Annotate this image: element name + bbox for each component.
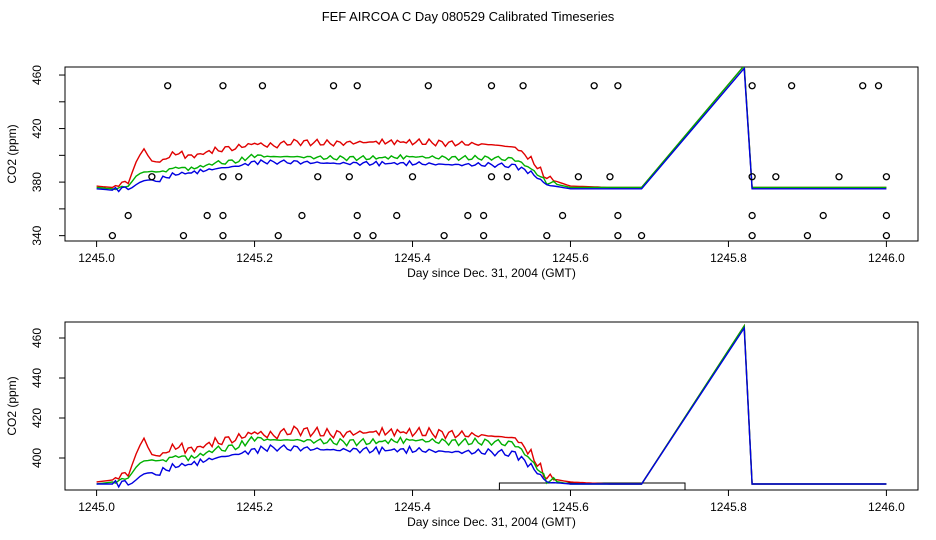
calibration-point	[835, 173, 843, 181]
x-tick-label: 1245.6	[552, 251, 589, 265]
calibration-point	[219, 231, 227, 240]
calibration-point	[164, 82, 172, 90]
calibration-point	[479, 231, 488, 240]
series-line-blue	[96, 67, 887, 193]
x-tick-label: 1245.0	[78, 251, 115, 265]
series-line-red	[96, 323, 887, 485]
calibration-point	[748, 231, 756, 240]
calibration-point	[235, 173, 243, 181]
calibration-point	[503, 173, 511, 181]
calibration-point	[606, 173, 614, 181]
y-tick-label: 400	[30, 448, 44, 468]
calibration-point	[479, 211, 488, 220]
calibration-point	[258, 82, 267, 90]
calibration-point	[314, 173, 322, 181]
calibration-point	[274, 231, 282, 240]
calibration-point	[772, 173, 780, 181]
y-tick-label: 460	[30, 65, 44, 85]
x-tick-label: 1245.8	[710, 500, 747, 514]
plot-area	[96, 67, 891, 240]
calibration-point	[219, 82, 227, 90]
calibration-point	[203, 211, 211, 220]
calibration-point	[787, 82, 796, 90]
x-tick-label: 1246.0	[868, 251, 905, 265]
x-tick-label: 1245.6	[552, 500, 589, 514]
x-tick-label: 1245.4	[394, 500, 431, 514]
y-axis-title: CO2 (ppm)	[5, 124, 19, 183]
calibration-point	[369, 231, 377, 240]
x-axis-title: Day since Dec. 31, 2004 (GMT)	[407, 515, 576, 529]
calibration-point	[353, 82, 361, 90]
calibration-point	[882, 173, 891, 181]
calibration-point	[487, 173, 496, 181]
calibration-point	[748, 173, 756, 181]
calibration-point	[440, 231, 448, 240]
x-tick-label: 1245.2	[236, 251, 273, 265]
calibration-point	[219, 173, 227, 181]
calibration-point	[408, 173, 417, 181]
calibration-point	[487, 82, 496, 90]
calibration-point	[614, 82, 622, 90]
calibration-point	[393, 211, 401, 220]
x-tick-label: 1245.0	[78, 500, 115, 514]
x-tick-label: 1245.8	[710, 251, 747, 265]
top-panel: 1245.0 1245.2 1245.4 1245.6 1245.8 1246.0 340 3…	[5, 65, 919, 280]
page-title: FEF AIRCOA C Day 080529 Calibrated Times…	[321, 9, 615, 24]
calibration-point	[748, 211, 756, 220]
calibration-point	[124, 211, 132, 220]
calibration-point	[179, 231, 188, 240]
y-axis-title: CO2 (ppm)	[5, 376, 19, 435]
calibration-point	[558, 211, 567, 220]
x-axis-title: Day since Dec. 31, 2004 (GMT)	[407, 266, 576, 280]
calibration-point	[543, 231, 551, 240]
bottom-panel: 1245.0 1245.2 1245.4 1245.6 1245.8 1246.0 400 4…	[5, 321, 919, 529]
calibration-point	[874, 82, 883, 90]
plot-area	[96, 323, 887, 490]
calibration-point	[298, 211, 306, 220]
y-tick-label: 420	[30, 408, 44, 428]
y-tick-label: 460	[30, 328, 44, 348]
calibration-point	[748, 82, 756, 90]
plot-frame	[64, 321, 919, 491]
calibration-point	[882, 211, 891, 220]
calibration-point	[148, 173, 156, 181]
calibration-point	[353, 211, 361, 220]
series-line-green	[96, 323, 887, 485]
x-tick-label: 1245.2	[236, 500, 273, 514]
y-tick-label: 340	[30, 225, 44, 245]
calibration-point	[859, 82, 867, 90]
calibration-point	[353, 231, 361, 240]
calibration-point	[108, 231, 117, 240]
series-line-green	[96, 67, 887, 191]
calibration-point	[819, 211, 827, 220]
series-line-blue	[96, 325, 887, 489]
calibration-point	[329, 82, 338, 90]
calibration-point	[803, 231, 812, 240]
x-tick-label: 1246.0	[868, 500, 905, 514]
calibration-point	[464, 211, 472, 220]
x-tick-label: 1245.4	[394, 251, 431, 265]
y-tick-label: 420	[30, 118, 44, 138]
calibration-point	[574, 173, 583, 181]
calibration-point	[519, 82, 527, 90]
calibration-point	[590, 82, 598, 90]
calibration-point	[614, 211, 622, 220]
calibration-point	[614, 231, 622, 240]
calibration-point	[424, 82, 432, 90]
calibration-point	[219, 211, 227, 220]
plot-frame	[64, 66, 919, 242]
y-tick-label: 440	[30, 368, 44, 388]
calibration-point	[882, 231, 891, 240]
calibration-point	[345, 173, 353, 181]
y-tick-label: 380	[30, 172, 44, 192]
calibration-point	[637, 231, 646, 240]
